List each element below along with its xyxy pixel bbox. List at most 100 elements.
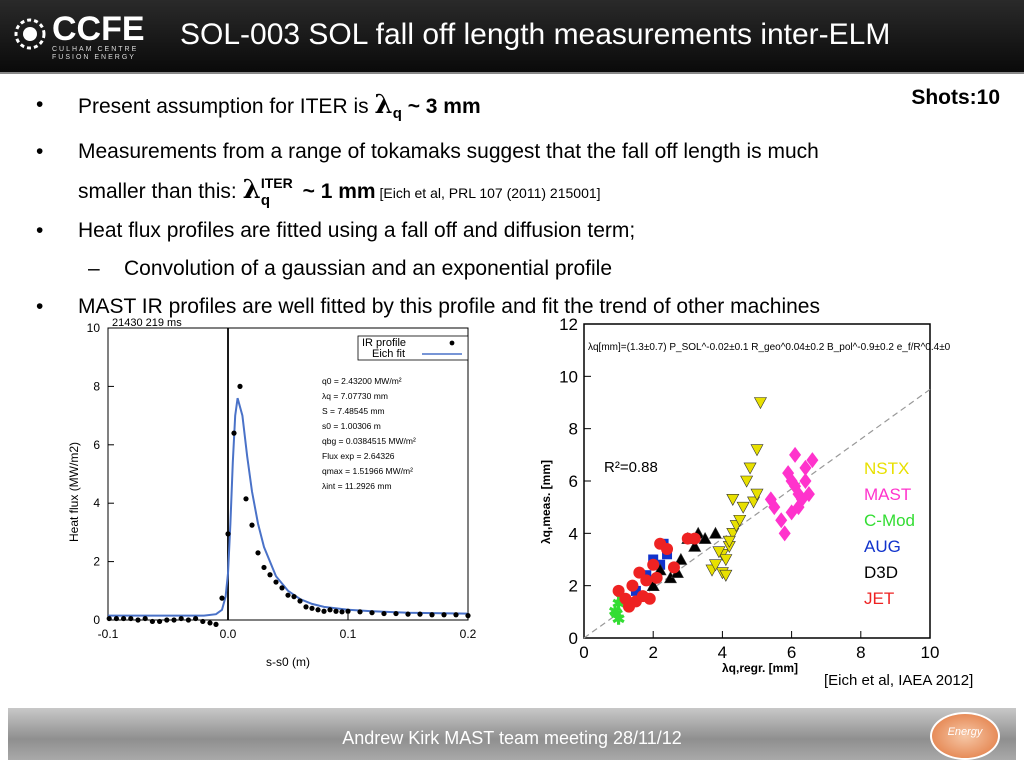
data-point bbox=[789, 478, 802, 495]
data-point: ✱ bbox=[608, 604, 621, 621]
ir-profile-point bbox=[405, 611, 411, 617]
ir-profile-point bbox=[142, 615, 148, 622]
data-point bbox=[688, 532, 701, 545]
data-point bbox=[799, 459, 812, 476]
data-point bbox=[612, 584, 625, 597]
ir-profile-point bbox=[219, 595, 225, 601]
y-tick-label: 2 bbox=[569, 577, 578, 596]
data-point bbox=[633, 566, 646, 579]
fit-parameter: s0 = 1.00306 m bbox=[322, 421, 381, 431]
ir-profile-point bbox=[149, 618, 155, 625]
fit-parameter: S = 7.48545 mm bbox=[322, 406, 385, 416]
data-point bbox=[708, 526, 722, 539]
data-point bbox=[719, 554, 733, 567]
legend-box: IR profile Eich fit bbox=[357, 335, 469, 361]
data-point bbox=[722, 535, 736, 548]
bullet-text: Measurements from a range of tokamaks su… bbox=[78, 140, 819, 164]
energy-badge: Energy bbox=[930, 712, 1000, 760]
bullet-item: • Measurements from a range of tokamaks … bbox=[36, 133, 1006, 212]
x-tick-label: 8 bbox=[856, 643, 865, 662]
bullet-value: ~ 3 mm bbox=[401, 95, 481, 118]
data-point bbox=[789, 446, 802, 463]
legend-entry: MAST bbox=[864, 485, 911, 504]
y-tick-label: 4 bbox=[93, 496, 100, 510]
bullet-item: • Heat flux profiles are fitted using a … bbox=[36, 212, 1006, 250]
fit-parameter: qbg = 0.0384515 MW/m² bbox=[322, 436, 416, 446]
data-point bbox=[688, 539, 702, 552]
legend-dot bbox=[449, 340, 455, 346]
data-point bbox=[778, 525, 791, 542]
y-tick-label: 2 bbox=[93, 555, 100, 569]
ir-profile-point bbox=[243, 496, 249, 502]
ir-profile-point bbox=[297, 598, 303, 604]
data-point bbox=[674, 552, 688, 565]
legend-ir-profile: IR profile bbox=[362, 337, 406, 349]
ir-profile-point bbox=[291, 594, 297, 600]
x-tick-label: -0.1 bbox=[98, 627, 119, 641]
fit-parameter: λint = 11.2926 mm bbox=[322, 481, 392, 491]
bullet-dot: • bbox=[36, 295, 44, 319]
ir-profile-point bbox=[178, 615, 184, 622]
bullet-dot: • bbox=[36, 93, 44, 116]
ir-profile-point bbox=[321, 608, 327, 614]
fit-parameter: λq = 7.07730 mm bbox=[322, 391, 388, 401]
ir-profile-point bbox=[213, 621, 219, 627]
heat-flux-chart: -0.1 0.0 0.1 0.2 0 2 4 6 8 10 21430 219 ms s-s0 (… bbox=[67, 317, 477, 669]
lambda-symbol: λ bbox=[242, 175, 261, 206]
bullet-dash: – bbox=[88, 257, 100, 281]
data-point bbox=[792, 499, 805, 516]
ir-profile-point bbox=[303, 604, 309, 610]
y-tick-label: 6 bbox=[569, 472, 578, 491]
badge-label: Energy bbox=[947, 726, 983, 738]
data-point bbox=[743, 462, 757, 475]
lambda-symbol: λ bbox=[374, 90, 393, 120]
r-squared: R²=0.88 bbox=[604, 459, 658, 476]
legend-entry: JET bbox=[864, 589, 894, 608]
iter-superscript: ITER bbox=[260, 175, 293, 192]
y-tick-label: 10 bbox=[559, 367, 578, 386]
data-point bbox=[782, 465, 795, 482]
ir-profile-point bbox=[200, 618, 206, 625]
x-tick-label: 0.0 bbox=[220, 627, 237, 641]
ir-profile-point bbox=[441, 612, 447, 618]
fit-parameter: qmax = 1.51966 MW/m² bbox=[322, 466, 413, 476]
data-point bbox=[719, 569, 733, 582]
y-axis-label: λq,meas. [mm] bbox=[539, 460, 553, 544]
x-tick-label: 6 bbox=[787, 643, 796, 662]
data-point bbox=[643, 592, 656, 605]
page-title: SOL-003 SOL fall off length measurements… bbox=[180, 18, 891, 51]
scaling-formula: λq[mm]=(1.3±0.7) P_SOL^-0.02±0.1 R_geo^0… bbox=[588, 342, 950, 353]
lambda-subscript: q bbox=[260, 192, 270, 210]
x-tick-label: 10 bbox=[921, 643, 940, 662]
ir-profile-point bbox=[309, 605, 315, 611]
y-tick-label: 4 bbox=[569, 524, 578, 543]
plot-frame bbox=[107, 327, 469, 621]
ir-profile-point bbox=[417, 611, 423, 617]
data-point bbox=[740, 475, 754, 488]
data-point bbox=[626, 579, 639, 592]
ccfe-logo-icon bbox=[14, 18, 46, 50]
data-point bbox=[806, 452, 819, 469]
data-point bbox=[736, 501, 750, 514]
ir-profile-point bbox=[267, 572, 273, 578]
data-point bbox=[647, 558, 660, 571]
data-point bbox=[750, 488, 764, 501]
logo-subtitle: CULHAM CENTRE FUSION ENERGY bbox=[52, 46, 139, 61]
ir-profile-point bbox=[333, 608, 339, 614]
x-tick-label: 0.2 bbox=[460, 627, 477, 641]
ir-profile-point bbox=[369, 610, 375, 616]
x-tick-label: 0 bbox=[579, 643, 588, 662]
bullet-item: • Present assumption for ITER is λq ~ 3 … bbox=[36, 86, 1006, 133]
x-tick-label: 2 bbox=[648, 643, 657, 662]
ir-profile-point bbox=[393, 610, 399, 617]
sub-bullet-item: – Convolution of a gaussian and an expon… bbox=[36, 250, 1006, 288]
data-point bbox=[667, 561, 680, 574]
ir-profile-point bbox=[207, 620, 213, 626]
footer-text: Andrew Kirk MAST team meeting 28/11/12 bbox=[342, 728, 682, 748]
data-point bbox=[768, 499, 781, 516]
ir-profile-point bbox=[315, 607, 321, 613]
header-bar: CCFE CULHAM CENTRE FUSION ENERGY SOL-003… bbox=[0, 0, 1024, 72]
data-point bbox=[753, 397, 767, 410]
header-divider bbox=[0, 72, 1024, 74]
